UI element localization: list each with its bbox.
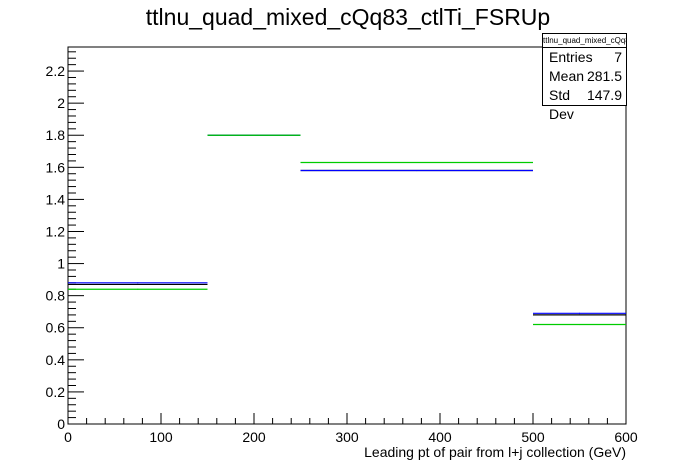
histogram-series [68, 134, 626, 326]
y-tick-label: 0 [57, 416, 65, 432]
y-tick-label: 1.2 [46, 223, 66, 239]
bin-center-marker [253, 134, 255, 136]
y-tick-label: 2 [57, 95, 65, 111]
y-tick-label: 0.4 [46, 352, 66, 368]
stats-row-mean: Mean 281.5 [543, 67, 626, 86]
bin-center-marker [579, 314, 580, 316]
x-tick-label: 300 [335, 429, 359, 445]
x-tick-label: 200 [242, 429, 266, 445]
y-tick-label: 1.4 [46, 191, 66, 207]
x-tick-label: 500 [521, 429, 545, 445]
y-tick-label: 0.2 [46, 384, 66, 400]
x-axis: 0 100 200 300 400 500 600 [64, 413, 638, 445]
stats-label: Std Dev [549, 87, 574, 122]
stats-value: 281.5 [586, 68, 622, 84]
stats-value: 7 [614, 49, 622, 65]
stats-label: Mean [549, 68, 585, 84]
y-tick-label: 0.8 [46, 288, 66, 304]
bin-center-marker [137, 288, 139, 290]
x-tick-label: 400 [428, 429, 452, 445]
stats-box-header: ttlnu_quad_mixed_cQq83_ctlTi_FSRUp [543, 34, 626, 48]
bin-center-marker [416, 162, 418, 164]
x-axis-label: Leading pt of pair from l+j collection (… [364, 444, 626, 460]
bin-center-marker [579, 324, 580, 326]
stats-box: ttlnu_quad_mixed_cQq83_ctlTi_FSRUp Entri… [542, 33, 627, 122]
y-axis: 0 0.2 0.4 0.6 0.8 1 1.2 1.4 1.6 1.8 2 2.2 [46, 51, 84, 432]
y-tick-label: 2.2 [46, 63, 66, 79]
bin-center-marker [137, 283, 139, 285]
stats-row-entries: Entries 7 [543, 48, 626, 67]
x-tick-label: 0 [64, 429, 72, 445]
y-tick-label: 1 [57, 256, 65, 272]
y-tick-label: 1.8 [46, 127, 66, 143]
x-tick-label: 100 [149, 429, 173, 445]
stats-value: 147.9 [586, 87, 622, 103]
stats-label: Entries [549, 49, 593, 65]
bin-center-marker [579, 312, 580, 314]
bin-center-marker [137, 282, 139, 284]
chart-title: ttlnu_quad_mixed_cQq83_ctlTi_FSRUp [145, 4, 551, 30]
y-tick-label: 1.6 [46, 159, 66, 175]
stats-row-stddev: Std Dev 147.9 [543, 86, 626, 124]
bin-center-marker [416, 170, 418, 172]
y-tick-label: 0.6 [46, 320, 66, 336]
x-tick-label: 600 [614, 429, 638, 445]
